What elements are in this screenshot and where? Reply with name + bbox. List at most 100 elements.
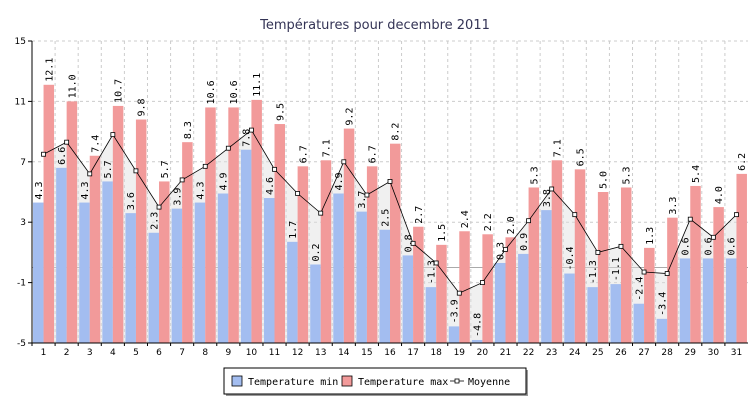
bar-temperature-max [505, 237, 516, 343]
data-label-min: 0.6 [704, 237, 715, 255]
average-point [87, 171, 93, 177]
bar-temperature-min [541, 210, 552, 343]
bar-temperature-min [79, 202, 90, 343]
average-point [687, 216, 693, 222]
bar-temperature-max [667, 217, 678, 343]
y-tick-label: 3 [20, 218, 26, 228]
x-tick-label: 8 [202, 348, 208, 358]
bar-temperature-max [390, 143, 401, 343]
x-tick-label: 18 [430, 348, 442, 358]
x-tick-label: 2 [64, 348, 70, 358]
data-label-max: 5.3 [529, 166, 540, 184]
average-point [41, 151, 46, 157]
data-label-max: 1.5 [437, 224, 448, 242]
bar-temperature-min [194, 202, 206, 343]
data-label-min: -4.8 [473, 313, 484, 337]
grid-lines [32, 40, 748, 343]
y-tick-label: -5 [17, 339, 26, 349]
y-tick-label: 11 [15, 97, 26, 107]
bar-temperature-min [125, 213, 136, 343]
bar-temperature-max [482, 234, 493, 343]
x-tick-label: 28 [661, 348, 673, 358]
bar-temperature-min [702, 258, 714, 343]
average-point [318, 210, 324, 216]
bar-temperature-min [217, 193, 229, 343]
average-point [110, 132, 116, 138]
average-point [572, 212, 578, 218]
x-tick-label: 15 [361, 348, 372, 358]
data-label-max: 5.4 [691, 165, 702, 183]
average-point [410, 240, 416, 246]
bar-temperature-min [679, 258, 691, 343]
data-label-min: 4.9 [219, 172, 230, 190]
average-point [549, 186, 555, 192]
data-label-max: 5.3 [622, 166, 633, 184]
bar-temperature-max [459, 231, 470, 343]
y-tick-label: -1 [17, 279, 26, 289]
data-label-min: -0.4 [565, 246, 576, 270]
data-label-max: 11.1 [252, 73, 263, 97]
data-label-min: 4.3 [195, 182, 206, 200]
legend-label: Moyenne [468, 377, 510, 388]
data-label-min: 6.6 [57, 147, 68, 165]
bar-temperature-max [343, 128, 355, 343]
data-label-min: 0.6 [727, 237, 738, 255]
x-tick-label: 29 [685, 348, 697, 358]
bar-temperature-min [656, 318, 668, 343]
x-tick-label: 6 [156, 348, 162, 358]
average-point [526, 218, 531, 224]
average-point [618, 243, 624, 249]
x-tick-label: 30 [708, 348, 720, 358]
data-label-min: 2.5 [380, 209, 391, 227]
average-point [387, 179, 393, 184]
average-point [156, 204, 162, 210]
x-tick-label: 25 [592, 348, 603, 358]
bar-temperature-min [102, 181, 113, 343]
data-label-min: 0.9 [519, 233, 530, 251]
data-label-max: 2.2 [483, 213, 494, 231]
average-point [641, 269, 647, 275]
y-tick-label: 15 [15, 37, 26, 47]
bar-temperature-min [564, 273, 575, 343]
legend-swatch-marker [454, 378, 460, 384]
bar-temperature-max [228, 107, 239, 343]
x-tick-label: 11 [269, 348, 280, 358]
bar-temperature-max [736, 173, 747, 343]
bar-temperature-max [413, 226, 424, 343]
data-label-max: 12.1 [44, 58, 55, 82]
bar-temperature-max [135, 119, 147, 344]
bar-temperature-max [620, 187, 632, 343]
bar-temperature-max [274, 124, 286, 343]
x-tick-label: 27 [638, 348, 649, 358]
bar-temperature-min [494, 262, 506, 343]
data-label-max: 5.0 [599, 171, 610, 189]
data-label-min: 4.6 [265, 177, 276, 195]
data-label-max: 2.4 [460, 210, 471, 228]
x-tick-label: 23 [546, 348, 557, 358]
data-label-max: 5.7 [160, 160, 171, 178]
bar-temperature-min [471, 339, 483, 343]
bar-temperature-min [379, 229, 390, 343]
average-point [179, 177, 185, 183]
data-label-max: 9.8 [137, 98, 148, 116]
data-label-min: 4.3 [80, 182, 91, 200]
bar-temperature-max [551, 160, 563, 343]
average-point [272, 166, 277, 172]
average-point [133, 168, 139, 174]
x-tick-label: 9 [225, 348, 231, 358]
bar-temperature-max [597, 192, 609, 343]
average-point [202, 163, 208, 169]
bar-temperature-max [690, 185, 701, 343]
average-line-layer [41, 127, 739, 296]
bar-temperature-max [713, 207, 724, 343]
bar-temperature-min [402, 255, 414, 343]
average-point [710, 234, 716, 240]
average-point [341, 159, 347, 165]
x-tick-label: 12 [292, 348, 303, 358]
data-label-max: 9.5 [275, 103, 286, 121]
data-label-max: 6.5 [576, 148, 587, 166]
bar-temperature-min [448, 326, 460, 343]
bar-temperature-min [33, 202, 44, 343]
x-tick-label: 22 [523, 348, 534, 358]
legend-swatch [231, 375, 243, 387]
